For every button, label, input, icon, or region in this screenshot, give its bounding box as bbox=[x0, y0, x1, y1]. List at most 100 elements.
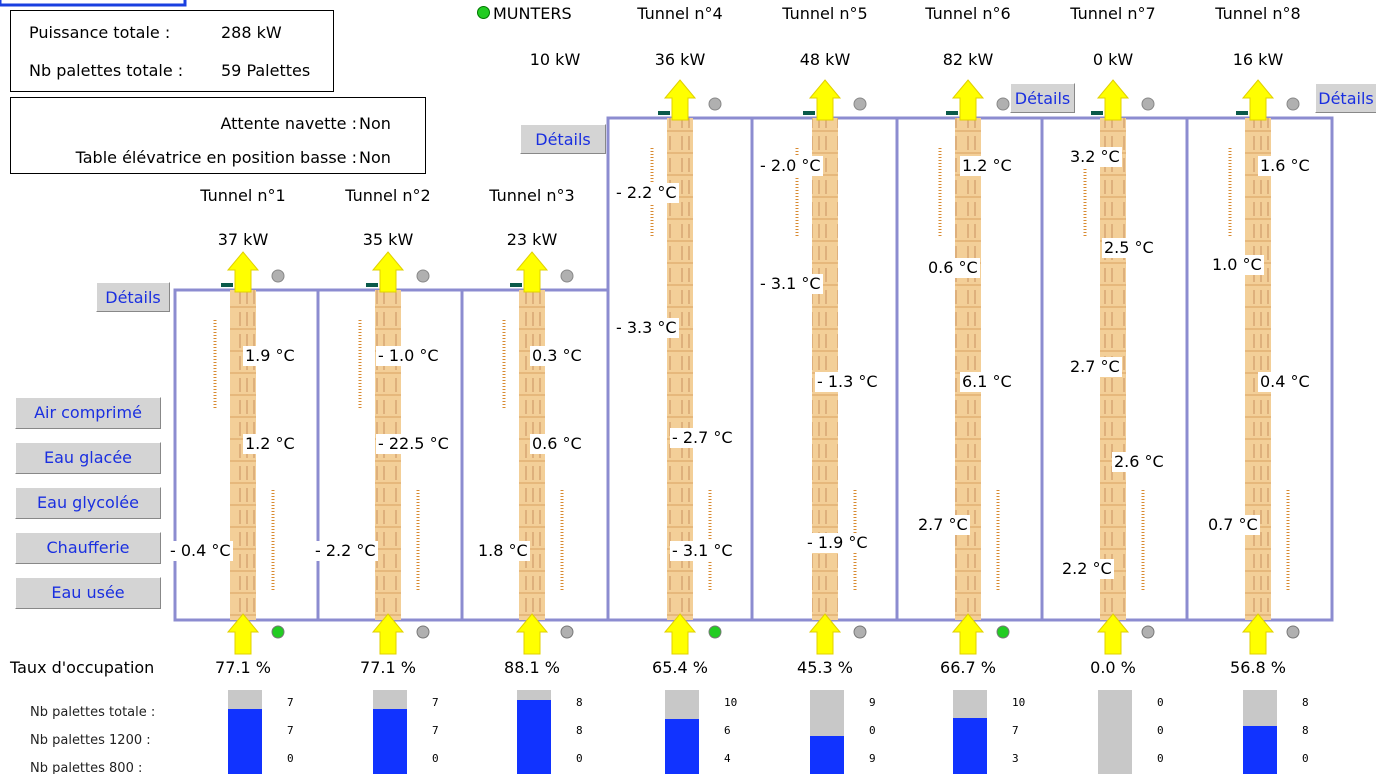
pallet-count: 8 bbox=[576, 696, 583, 709]
tunnel-name: Tunnel n°6 bbox=[925, 4, 1011, 23]
pallet-count: 10 bbox=[724, 696, 738, 709]
occupation: 77.1 % bbox=[360, 658, 416, 677]
utility-button[interactable]: Chaufferie bbox=[15, 532, 161, 564]
value: Non bbox=[359, 114, 391, 133]
temperature: 3.2 °C bbox=[1068, 147, 1122, 167]
pallet-column bbox=[230, 290, 256, 620]
valve bbox=[366, 283, 378, 287]
occupation-label: Taux d'occupation bbox=[10, 658, 155, 677]
tunnel-name: Tunnel n°4 bbox=[637, 4, 723, 23]
tunnel-name: Tunnel n°5 bbox=[782, 4, 868, 23]
outlet-arrow bbox=[1096, 79, 1130, 121]
bottom-indicator bbox=[1141, 625, 1155, 639]
pallet-count: 6 bbox=[724, 724, 731, 737]
utility-button[interactable]: Air comprimé bbox=[15, 397, 161, 429]
inlet-arrow bbox=[371, 613, 405, 655]
top-indicator bbox=[271, 269, 285, 283]
pallet-count: 7 bbox=[432, 724, 439, 737]
details-button[interactable]: Détails bbox=[1010, 83, 1075, 113]
tab bbox=[0, 0, 187, 7]
value: 288 kW bbox=[221, 23, 282, 42]
temperature: 0.6 °C bbox=[926, 258, 980, 278]
pallet-count: 0 bbox=[287, 752, 294, 765]
temperature: - 2.2 °C bbox=[313, 541, 378, 561]
valve bbox=[510, 283, 522, 287]
tunnel-power: 16 kW bbox=[1232, 50, 1284, 69]
label: Table élévatrice en position basse : bbox=[75, 148, 357, 167]
temperature: - 3.1 °C bbox=[670, 541, 735, 561]
valve bbox=[221, 283, 233, 287]
munters-name: MUNTERS bbox=[493, 4, 572, 23]
outlet-arrow bbox=[226, 251, 260, 293]
temperature: - 2.0 °C bbox=[758, 156, 823, 176]
valve bbox=[1091, 111, 1103, 115]
pallet-count: 7 bbox=[287, 724, 294, 737]
tunnel-power: 35 kW bbox=[362, 230, 414, 249]
temperature: - 3.1 °C bbox=[758, 274, 823, 294]
valve bbox=[946, 111, 958, 115]
temperature: 2.7 °C bbox=[916, 515, 970, 535]
temperature: 2.2 °C bbox=[1060, 559, 1114, 579]
pallet-count: 4 bbox=[724, 752, 731, 765]
outlet-arrow bbox=[951, 79, 985, 121]
inlet-arrow bbox=[663, 613, 697, 655]
pallet-count: 7 bbox=[1012, 724, 1019, 737]
details-button[interactable]: Détails bbox=[96, 282, 170, 312]
occupation-fill bbox=[1243, 726, 1277, 774]
pallet-column bbox=[1245, 118, 1271, 620]
occupation-fill bbox=[373, 709, 407, 774]
temperature: 0.4 °C bbox=[1258, 372, 1312, 392]
temperature: 6.1 °C bbox=[960, 372, 1014, 392]
pallet-count: 7 bbox=[287, 696, 294, 709]
inlet-arrow bbox=[1241, 613, 1275, 655]
temperature: 2.7 °C bbox=[1068, 357, 1122, 377]
value: 59 Palettes bbox=[221, 61, 311, 80]
temperature: 1.0 °C bbox=[1210, 255, 1264, 275]
inlet-arrow bbox=[226, 613, 260, 655]
bottom-indicator bbox=[416, 625, 430, 639]
inlet-arrow bbox=[1096, 613, 1130, 655]
outlet-arrow bbox=[371, 251, 405, 293]
pallet-count: 0 bbox=[1157, 696, 1164, 709]
top-indicator bbox=[853, 97, 867, 111]
pallet-column bbox=[519, 290, 545, 620]
occupation: 88.1 % bbox=[504, 658, 560, 677]
pallet-count: 0 bbox=[1302, 752, 1309, 765]
temperature: - 3.3 °C bbox=[614, 318, 679, 338]
inlet-arrow bbox=[808, 613, 842, 655]
pallet-count: 7 bbox=[432, 696, 439, 709]
pallet-count: 0 bbox=[576, 752, 583, 765]
temperature: 2.5 °C bbox=[1102, 238, 1156, 258]
outlet-arrow bbox=[1241, 79, 1275, 121]
occupation-gauge bbox=[1098, 690, 1132, 774]
bottom-indicator bbox=[1286, 625, 1300, 639]
bottom-indicator bbox=[271, 625, 285, 639]
valve bbox=[658, 111, 670, 115]
details-button[interactable]: Détails bbox=[1315, 83, 1376, 113]
temperature: - 1.3 °C bbox=[815, 372, 880, 392]
occupation: 56.8 % bbox=[1230, 658, 1286, 677]
bottom-indicator bbox=[560, 625, 574, 639]
occupation: 0.0 % bbox=[1090, 658, 1136, 677]
bottom-indicator bbox=[996, 625, 1010, 639]
temperature: 1.2 °C bbox=[960, 156, 1014, 176]
occupation-fill bbox=[665, 719, 699, 774]
pallet-label: Nb palettes totale : bbox=[30, 705, 156, 720]
pallet-count: 0 bbox=[1157, 752, 1164, 765]
temperature: 1.9 °C bbox=[243, 346, 297, 366]
valve bbox=[1236, 111, 1248, 115]
utility-button[interactable]: Eau glycolée bbox=[15, 487, 161, 519]
details-button[interactable]: Détails bbox=[520, 124, 606, 154]
occupation: 66.7 % bbox=[940, 658, 996, 677]
inlet-arrow bbox=[515, 613, 549, 655]
temperature: - 1.0 °C bbox=[376, 346, 441, 366]
pallet-count: 8 bbox=[576, 724, 583, 737]
utility-button[interactable]: Eau glacée bbox=[15, 442, 161, 474]
top-indicator bbox=[996, 97, 1010, 111]
pallet-count: 3 bbox=[1012, 752, 1019, 765]
utility-button[interactable]: Eau usée bbox=[15, 577, 161, 609]
inlet-arrow bbox=[951, 613, 985, 655]
temperature: 1.6 °C bbox=[1258, 156, 1312, 176]
munters-power: 10 kW bbox=[529, 50, 581, 69]
valve bbox=[803, 111, 815, 115]
